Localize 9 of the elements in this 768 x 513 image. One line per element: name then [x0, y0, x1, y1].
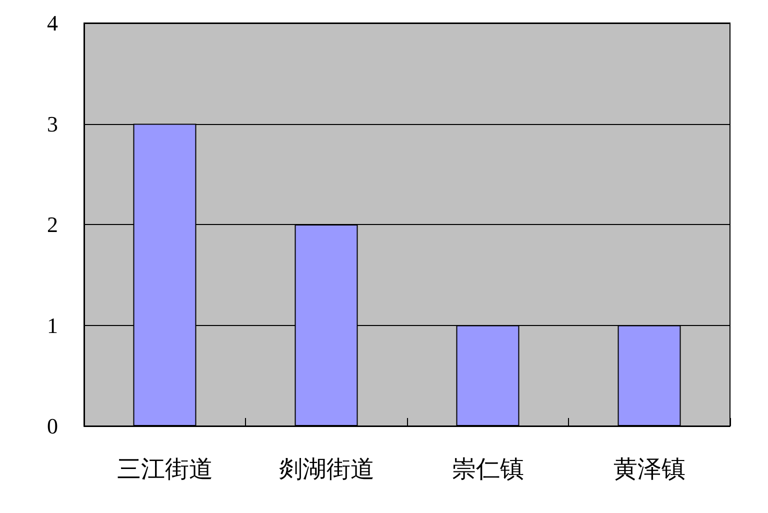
x-tick-label: 黄泽镇	[613, 457, 686, 483]
y-tick-label: 3	[47, 111, 58, 136]
y-tick-label: 1	[47, 312, 58, 338]
x-tick-label: 三江街道	[116, 457, 213, 483]
x-tick-label: 剡湖街道	[278, 457, 374, 483]
y-tick-label: 4	[47, 10, 58, 36]
y-tick-label: 2	[47, 212, 58, 237]
x-tick-label: 崇仁镇	[452, 457, 524, 483]
y-tick-label: 0	[47, 414, 58, 438]
